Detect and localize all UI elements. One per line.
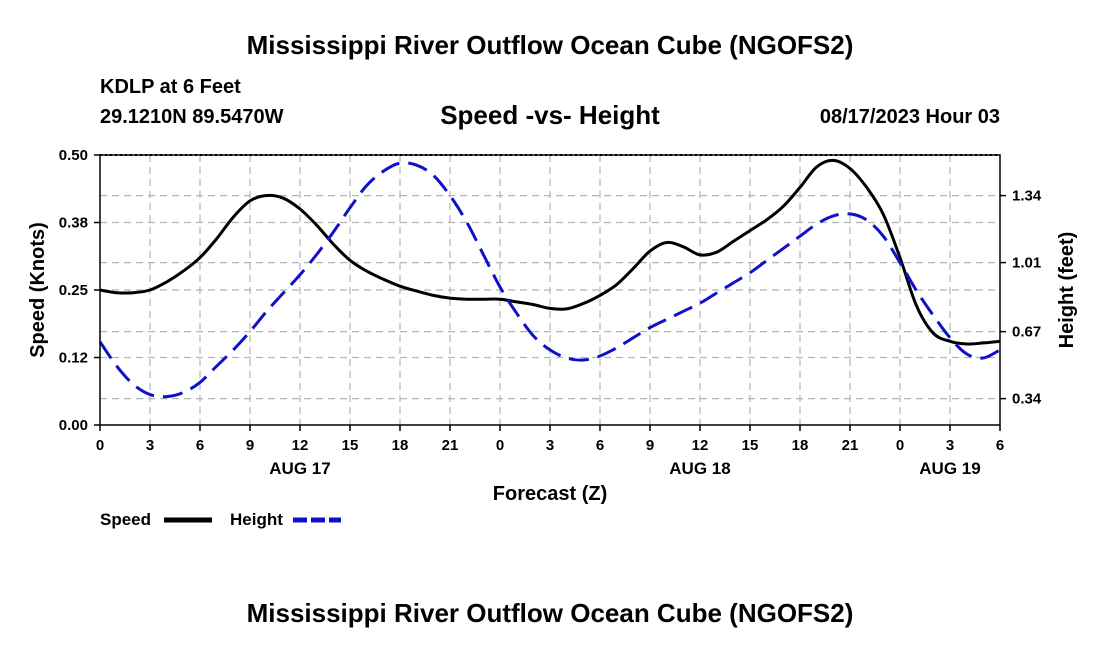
day-label: AUG 18: [669, 459, 730, 478]
x-tick-label: 0: [496, 437, 504, 454]
y-tick-label: 0.38: [59, 215, 88, 232]
x-tick-label: 0: [96, 437, 104, 454]
x-tick-label: 3: [146, 437, 154, 454]
x-tick-label: 18: [392, 437, 409, 454]
y-tick-label: 0.00: [59, 417, 88, 434]
y2-tick-label: 0.67: [1012, 324, 1041, 341]
x-tick-label: 9: [246, 437, 254, 454]
x-tick-label: 3: [946, 437, 954, 454]
legend: Speed Height: [100, 510, 341, 529]
x-tick-label: 12: [692, 437, 709, 454]
x-tick-label: 0: [896, 437, 904, 454]
y-tick-label: 0.50: [59, 147, 88, 164]
height-series-line: [98, 161, 1001, 399]
y-tick-label: 0.12: [59, 350, 88, 367]
x-tick-label: 21: [442, 437, 459, 454]
station-coordinates: 29.1210N 89.5470W: [100, 106, 284, 128]
forecast-datetime: 08/17/2023 Hour 03: [819, 106, 1000, 128]
chart-title: Mississippi River Outflow Ocean Cube (NG…: [246, 30, 854, 60]
x-tick-label: 15: [342, 437, 359, 454]
station-label: KDLP at 6 Feet: [100, 76, 241, 98]
x-tick-label: 6: [196, 437, 204, 454]
series-layer: [98, 158, 1001, 399]
footer-title: Mississippi River Outflow Ocean Cube (NG…: [246, 598, 854, 628]
grid-lines: [100, 155, 1000, 425]
y2-tick-label: 0.34: [1012, 391, 1042, 408]
legend-label: Height: [230, 510, 283, 529]
y2-tick-label: 1.01: [1012, 255, 1041, 272]
legend-label: Speed: [100, 510, 151, 529]
x-axis-title: Forecast (Z): [493, 483, 607, 505]
x-tick-label: 15: [742, 437, 759, 454]
x-tick-label: 12: [292, 437, 309, 454]
x-tick-label: 9: [646, 437, 654, 454]
axes: 0 3 6 9 12 15 18 21 0 3 6 9 12 15 18 21 0 3 6 0.00 0.12 0.25 0…: [27, 147, 1078, 505]
x-tick-label: 21: [842, 437, 859, 454]
x-tick-label: 6: [996, 437, 1004, 454]
y2-axis-title: Height (feet): [1056, 232, 1078, 349]
speed-series-line: [99, 158, 1001, 346]
y-tick-label: 0.25: [59, 282, 88, 299]
x-tick-label: 6: [596, 437, 604, 454]
day-label: AUG 19: [919, 459, 980, 478]
chart-subtitle: Speed -vs- Height: [440, 100, 660, 130]
y2-tick-label: 1.34: [1012, 188, 1042, 205]
x-tick-label: 3: [546, 437, 554, 454]
day-label: AUG 17: [269, 459, 330, 478]
x-tick-label: 18: [792, 437, 809, 454]
y-axis-title: Speed (Knots): [27, 222, 49, 358]
